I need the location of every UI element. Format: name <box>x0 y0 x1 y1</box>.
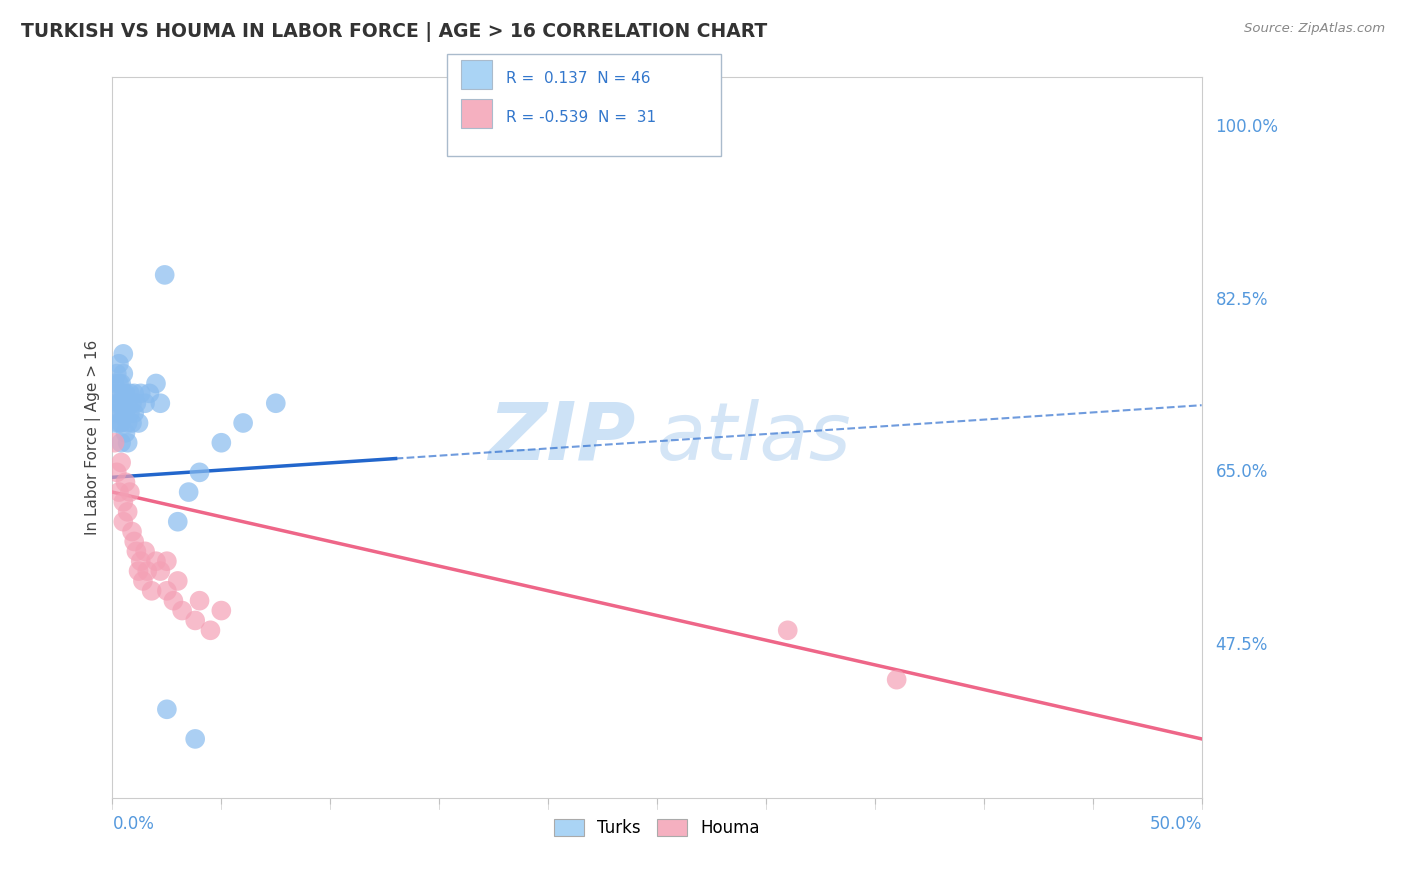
Point <box>162 593 184 607</box>
Point <box>117 416 139 430</box>
Text: 82.5%: 82.5% <box>1216 291 1268 309</box>
Text: atlas: atlas <box>657 399 852 477</box>
Point <box>188 466 211 480</box>
Point <box>172 603 194 617</box>
Point <box>114 386 136 401</box>
Point <box>156 554 179 568</box>
Text: ZIP: ZIP <box>488 399 636 477</box>
Point <box>112 367 135 381</box>
Point <box>121 416 143 430</box>
Point <box>200 624 222 638</box>
Point <box>110 455 132 469</box>
Point <box>117 435 139 450</box>
Point <box>108 376 131 391</box>
Point <box>138 386 160 401</box>
Point <box>129 386 152 401</box>
Point <box>166 515 188 529</box>
Point <box>153 268 176 282</box>
Point <box>886 673 908 687</box>
Point <box>132 574 155 588</box>
Point <box>108 357 131 371</box>
Point <box>108 416 131 430</box>
Point <box>118 386 141 401</box>
Point <box>188 593 211 607</box>
Legend: Turks, Houma: Turks, Houma <box>547 813 766 844</box>
Text: 100.0%: 100.0% <box>1216 118 1278 136</box>
Point <box>145 554 167 568</box>
Point <box>134 396 156 410</box>
Text: 47.5%: 47.5% <box>1216 636 1268 654</box>
Y-axis label: In Labor Force | Age > 16: In Labor Force | Age > 16 <box>86 340 101 535</box>
Point <box>776 624 799 638</box>
Point <box>118 406 141 420</box>
Text: 65.0%: 65.0% <box>1216 463 1268 482</box>
Point <box>118 485 141 500</box>
Point <box>105 367 128 381</box>
Point <box>156 583 179 598</box>
Text: R =  0.137  N = 46: R = 0.137 N = 46 <box>506 71 651 86</box>
Point <box>121 524 143 539</box>
Point <box>114 475 136 490</box>
Point <box>125 544 148 558</box>
Point <box>122 534 145 549</box>
Point <box>112 347 135 361</box>
Point <box>121 396 143 410</box>
Point <box>105 466 128 480</box>
Point <box>108 396 131 410</box>
Point <box>104 435 127 450</box>
Point <box>110 376 132 391</box>
Point <box>156 702 179 716</box>
Point <box>177 485 200 500</box>
Point <box>117 505 139 519</box>
Point <box>112 386 135 401</box>
Point <box>141 583 163 598</box>
Point <box>166 574 188 588</box>
Point <box>114 406 136 420</box>
Point <box>184 731 207 746</box>
Text: Source: ZipAtlas.com: Source: ZipAtlas.com <box>1244 22 1385 36</box>
Point <box>149 564 172 578</box>
Point <box>128 416 150 430</box>
Point <box>136 564 159 578</box>
Point <box>149 396 172 410</box>
Point <box>232 416 254 430</box>
Point <box>112 515 135 529</box>
Point <box>105 406 128 420</box>
Point <box>209 435 232 450</box>
Point <box>110 416 132 430</box>
Point <box>104 396 127 410</box>
Point <box>264 396 287 410</box>
Point <box>110 435 132 450</box>
Point <box>104 416 127 430</box>
Point <box>122 406 145 420</box>
Point <box>112 495 135 509</box>
Point <box>209 603 232 617</box>
Point <box>112 406 135 420</box>
Point <box>125 396 148 410</box>
Point <box>108 485 131 500</box>
Point <box>110 396 132 410</box>
Point <box>104 376 127 391</box>
Text: 0.0%: 0.0% <box>112 814 155 833</box>
Point <box>145 376 167 391</box>
Point <box>122 386 145 401</box>
Point <box>129 554 152 568</box>
Point <box>128 564 150 578</box>
Point <box>117 396 139 410</box>
Point <box>114 425 136 440</box>
Point <box>134 544 156 558</box>
Text: 50.0%: 50.0% <box>1149 814 1202 833</box>
Point <box>105 386 128 401</box>
Text: TURKISH VS HOUMA IN LABOR FORCE | AGE > 16 CORRELATION CHART: TURKISH VS HOUMA IN LABOR FORCE | AGE > … <box>21 22 768 42</box>
Text: R = -0.539  N =  31: R = -0.539 N = 31 <box>506 111 657 125</box>
Point <box>184 614 207 628</box>
